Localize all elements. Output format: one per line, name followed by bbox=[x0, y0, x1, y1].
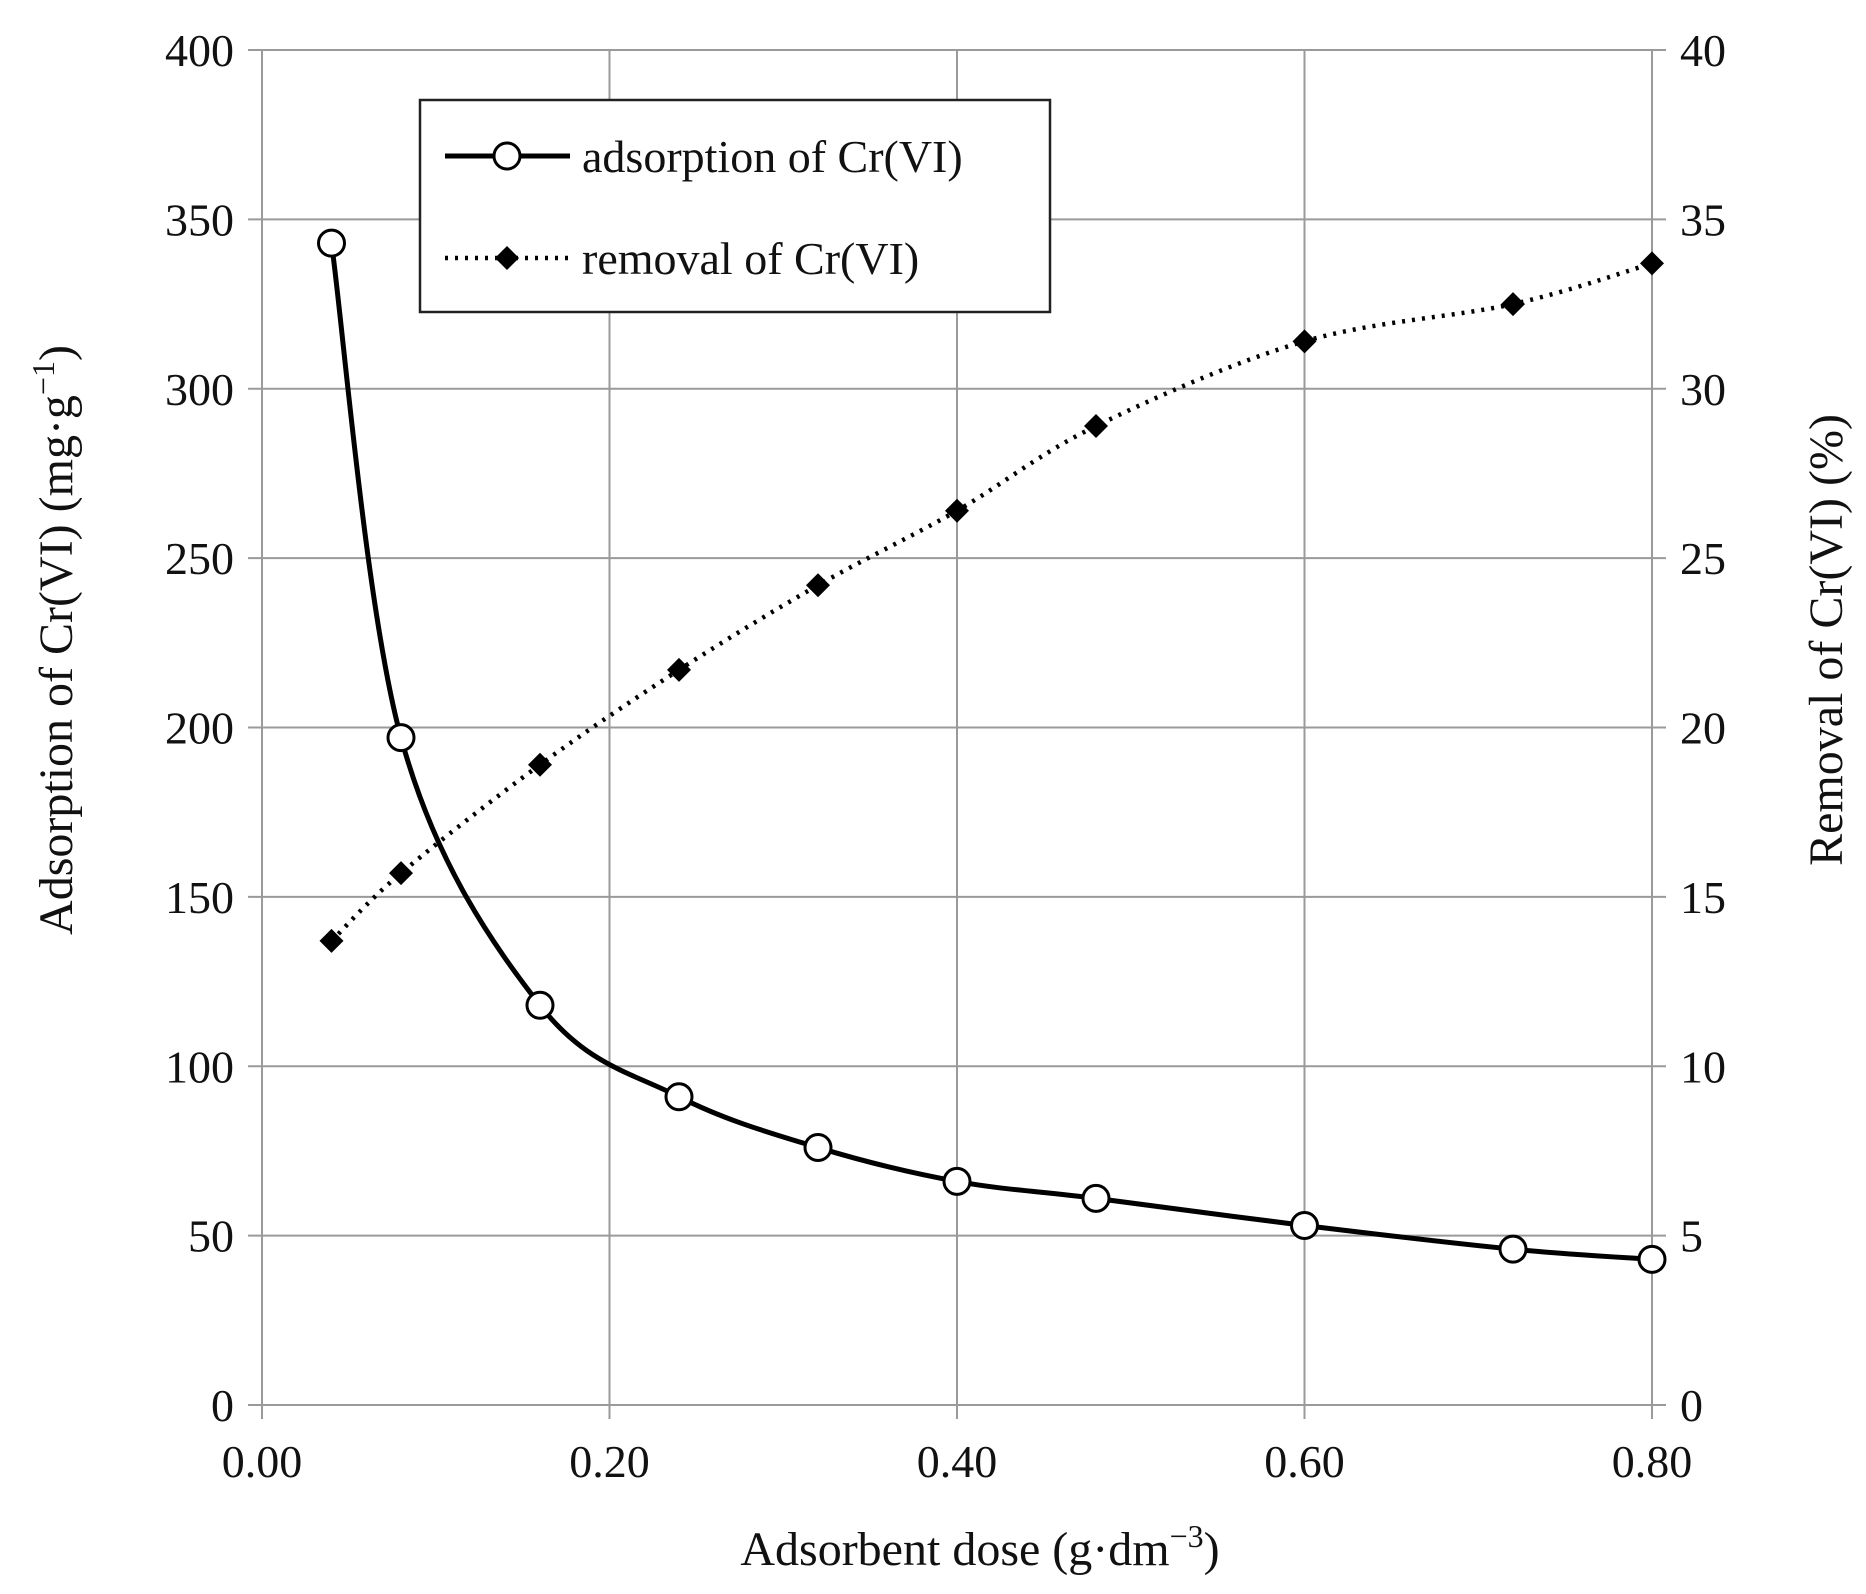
y2-tick-label: 25 bbox=[1680, 533, 1726, 584]
adsorption-point bbox=[317, 228, 346, 258]
removal-point bbox=[667, 657, 691, 682]
series-line-adsorption bbox=[329, 242, 1653, 1262]
grid bbox=[248, 49, 1666, 1419]
y-tick-label: 0 bbox=[211, 1380, 234, 1431]
adsorption-point bbox=[525, 990, 555, 1020]
removal-point bbox=[945, 498, 969, 523]
legend-marker-adsorption bbox=[492, 141, 522, 171]
removal-point bbox=[1501, 292, 1525, 317]
y-tick-label: 150 bbox=[165, 872, 234, 923]
y-tick-label: 250 bbox=[165, 533, 234, 584]
y2-tick-label: 35 bbox=[1680, 194, 1726, 245]
removal-point bbox=[319, 928, 344, 953]
x-tick-label: 0.60 bbox=[1264, 1436, 1345, 1487]
legend-label-adsorption: adsorption of Cr(VI) bbox=[582, 131, 963, 182]
x-axis-title: Adsorbent dose (g·dm−3) bbox=[740, 1518, 1219, 1576]
series bbox=[317, 228, 1667, 1274]
adsorption-point bbox=[1637, 1244, 1667, 1274]
adsorption-point bbox=[803, 1133, 833, 1163]
y-tick-label: 400 bbox=[165, 25, 234, 76]
x-tick-label: 0.00 bbox=[222, 1436, 303, 1487]
adsorption-point bbox=[664, 1082, 694, 1112]
legend-box bbox=[418, 98, 1052, 314]
y2-tick-label: 20 bbox=[1680, 703, 1726, 754]
removal-point bbox=[528, 752, 552, 777]
adsorption-point bbox=[1498, 1234, 1528, 1264]
removal-point bbox=[1640, 251, 1664, 276]
legend-label-removal: removal of Cr(VI) bbox=[582, 233, 919, 284]
y2-tick-label: 0 bbox=[1680, 1380, 1703, 1431]
x-tick-label: 0.20 bbox=[569, 1436, 650, 1487]
removal-point bbox=[1084, 414, 1108, 439]
legend: adsorption of Cr(VI) removal of Cr(VI) bbox=[418, 98, 1052, 314]
legend-marker-removal bbox=[495, 246, 519, 270]
adsorption-point bbox=[942, 1166, 972, 1196]
y-tick-label: 200 bbox=[165, 703, 234, 754]
y-tick-label: 50 bbox=[188, 1211, 234, 1262]
y-tick-label: 300 bbox=[165, 364, 234, 415]
removal-point bbox=[389, 861, 413, 886]
x-tick-label: 0.80 bbox=[1612, 1436, 1693, 1487]
adsorption-point bbox=[1290, 1210, 1319, 1240]
adsorption-point bbox=[386, 723, 416, 753]
x-tick-label: 0.40 bbox=[917, 1436, 998, 1487]
removal-point bbox=[1292, 329, 1317, 354]
y-tick-label: 100 bbox=[165, 1041, 234, 1092]
ticks: 0 50 100 150 200 250 300 350 400 0 5 10 15 20 25 30 35 40… bbox=[165, 25, 1726, 1487]
y2-axis-title: Removal of Cr(VI) (%) bbox=[1800, 414, 1853, 866]
y2-tick-label: 40 bbox=[1680, 25, 1726, 76]
removal-point bbox=[806, 573, 830, 598]
y-tick-label: 350 bbox=[165, 194, 234, 245]
y2-tick-label: 10 bbox=[1680, 1041, 1726, 1092]
y2-tick-label: 15 bbox=[1680, 872, 1726, 923]
y-axis-title: Adsorption of Cr(VI) (mg·g−1) bbox=[25, 345, 83, 935]
y2-tick-label: 5 bbox=[1680, 1211, 1703, 1262]
series-line-removal bbox=[329, 261, 1653, 943]
adsorption-point bbox=[1081, 1183, 1111, 1213]
y2-tick-label: 30 bbox=[1680, 364, 1726, 415]
